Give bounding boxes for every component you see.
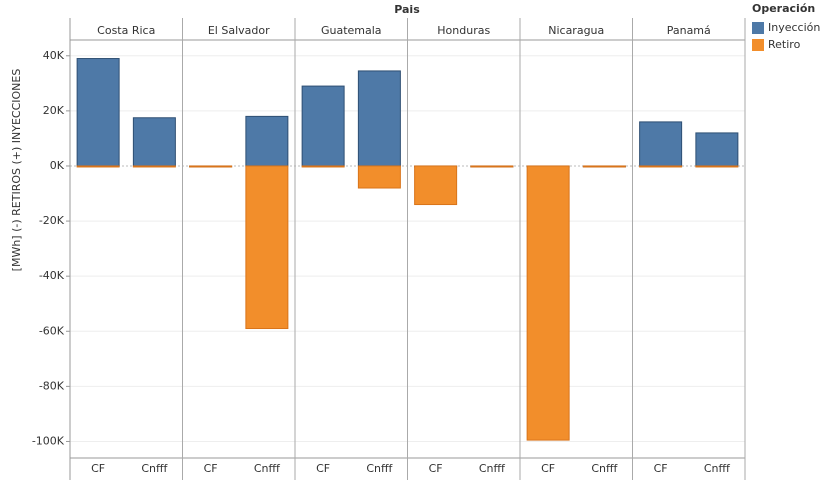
bar bbox=[189, 165, 233, 168]
facet-label: Honduras bbox=[437, 24, 490, 37]
bar bbox=[695, 165, 739, 168]
legend-swatch bbox=[752, 22, 764, 34]
bar bbox=[245, 165, 289, 330]
bar bbox=[357, 70, 401, 167]
legend-label: Retiro bbox=[768, 38, 801, 51]
legend-title: Operación bbox=[752, 2, 815, 15]
x-tick-label: Cnfff bbox=[591, 462, 618, 475]
x-tick-label: CF bbox=[91, 462, 105, 475]
legend-swatch bbox=[752, 39, 764, 51]
y-tick-label: 0K bbox=[50, 159, 65, 172]
y-axis-label: [MWh] (-) RETIROS (+) INYECCIONES bbox=[10, 69, 23, 272]
bar bbox=[526, 165, 570, 441]
bar bbox=[301, 85, 345, 167]
x-tick-label: Cnfff bbox=[479, 462, 506, 475]
facet-label: Guatemala bbox=[321, 24, 382, 37]
bar bbox=[639, 165, 683, 168]
bar bbox=[245, 115, 289, 167]
facet-label: Costa Rica bbox=[97, 24, 155, 37]
x-tick-label: Cnfff bbox=[141, 462, 168, 475]
bar bbox=[301, 165, 345, 168]
x-tick-label: Cnfff bbox=[366, 462, 393, 475]
y-tick-label: -80K bbox=[39, 379, 65, 392]
x-tick-label: CF bbox=[541, 462, 555, 475]
x-tick-label: CF bbox=[204, 462, 218, 475]
bar bbox=[132, 165, 176, 168]
legend-label: Inyección bbox=[768, 21, 820, 34]
facet-label: Nicaragua bbox=[548, 24, 604, 37]
x-tick-label: CF bbox=[654, 462, 668, 475]
x-tick-label: Cnfff bbox=[704, 462, 731, 475]
x-tick-label: CF bbox=[429, 462, 443, 475]
y-tick-label: -40K bbox=[39, 269, 65, 282]
bar bbox=[582, 165, 626, 168]
bar bbox=[695, 132, 739, 167]
facet-label: El Salvador bbox=[208, 24, 270, 37]
y-tick-label: 20K bbox=[43, 104, 65, 117]
bar bbox=[76, 58, 120, 167]
x-tick-label: Cnfff bbox=[254, 462, 281, 475]
bar bbox=[76, 165, 120, 168]
facet-title: Pais bbox=[394, 3, 420, 16]
y-tick-label: -20K bbox=[39, 214, 65, 227]
y-tick-label: -60K bbox=[39, 324, 65, 337]
bar bbox=[414, 165, 458, 206]
bar bbox=[357, 165, 401, 189]
y-tick-label: 40K bbox=[43, 49, 65, 62]
bar bbox=[639, 121, 683, 167]
x-tick-label: CF bbox=[316, 462, 330, 475]
y-tick-label: -100K bbox=[32, 434, 65, 447]
bar bbox=[132, 117, 176, 167]
bar bbox=[470, 165, 514, 168]
facet-label: Panamá bbox=[667, 24, 711, 37]
